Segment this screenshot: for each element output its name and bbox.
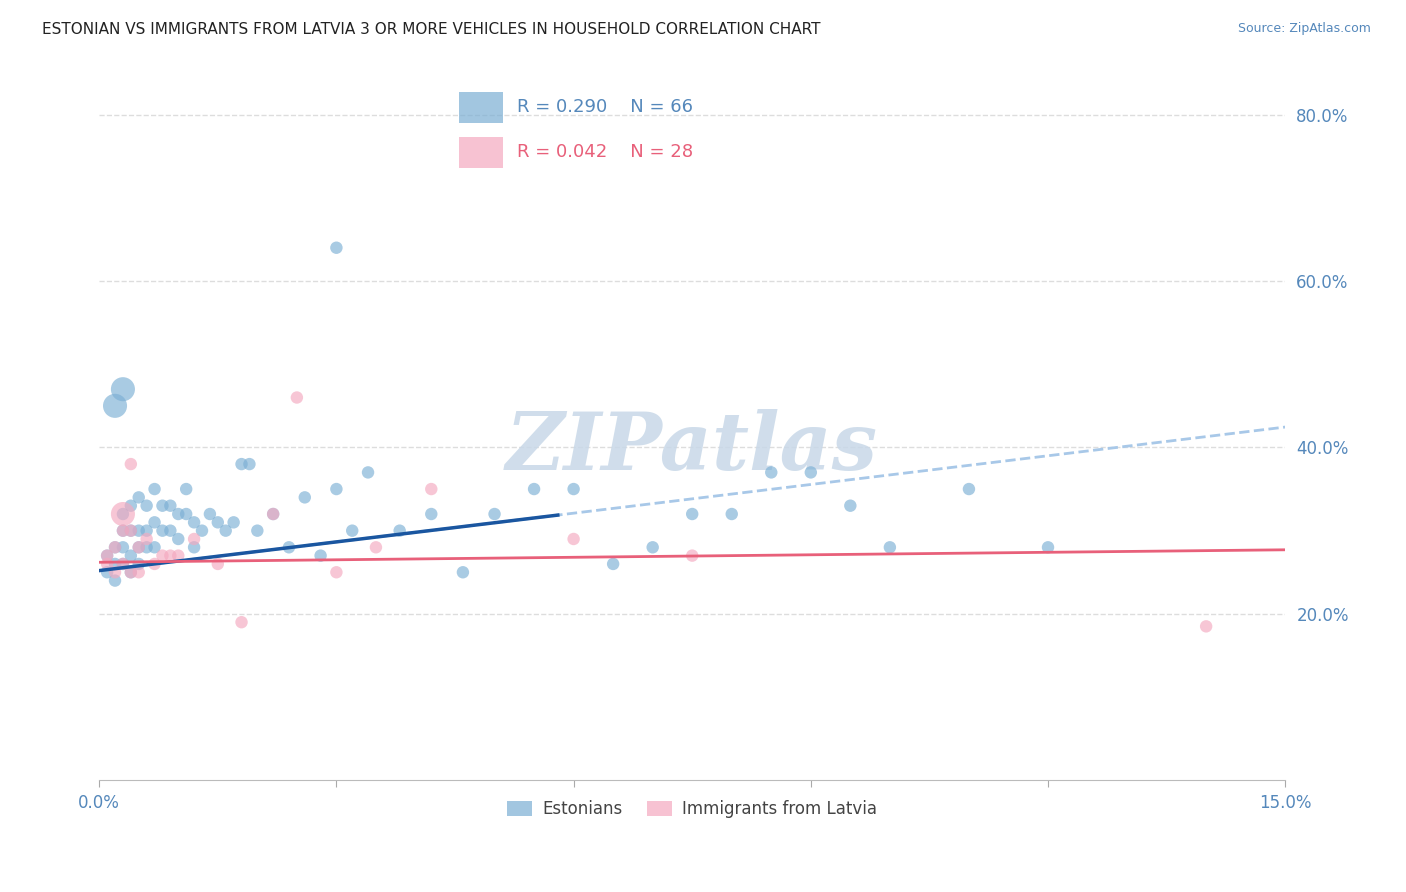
Point [104,557,127,571]
Point [159,524,181,538]
Point [111,507,134,521]
Point [325,566,347,580]
Text: ZIPatlas: ZIPatlas [506,409,879,487]
Point [120,457,142,471]
Point [96,557,118,571]
Point [174,507,197,521]
Point [96,549,118,563]
Point [325,482,347,496]
Point [278,541,301,555]
Point [152,499,174,513]
Point [104,399,127,413]
Point [800,466,823,480]
Point [128,557,150,571]
Point [152,549,174,563]
Point [231,615,253,630]
Point [1036,541,1059,555]
Point [183,541,205,555]
Point [562,482,585,496]
Point [111,382,134,396]
Point [364,541,387,555]
Point [191,524,214,538]
Point [135,532,157,546]
Point [641,541,664,555]
Point [342,524,364,538]
Point [152,524,174,538]
Point [167,549,190,563]
Point [231,457,253,471]
Point [309,549,332,563]
Point [388,524,411,538]
Point [96,549,118,563]
Point [262,507,284,521]
Point [1195,619,1218,633]
Point [104,566,127,580]
Point [135,524,157,538]
Point [120,499,142,513]
Point [183,532,205,546]
Point [143,557,166,571]
Point [238,457,260,471]
Point [143,541,166,555]
Point [207,557,229,571]
Point [104,541,127,555]
Point [602,557,624,571]
Point [207,516,229,530]
Point [104,574,127,588]
Point [420,482,443,496]
Point [246,524,269,538]
Point [111,541,134,555]
Legend: Estonians, Immigrants from Latvia: Estonians, Immigrants from Latvia [501,794,884,825]
Point [839,499,862,513]
Point [111,507,134,521]
Point [222,516,245,530]
Point [879,541,901,555]
Point [120,566,142,580]
Text: Source: ZipAtlas.com: Source: ZipAtlas.com [1237,22,1371,36]
Point [720,507,742,521]
Point [285,391,308,405]
Point [451,566,474,580]
Point [128,541,150,555]
Point [198,507,221,521]
Point [167,507,190,521]
Point [167,532,190,546]
Point [294,491,316,505]
Point [143,516,166,530]
Point [174,482,197,496]
Point [957,482,980,496]
Point [562,532,585,546]
Point [120,549,142,563]
Point [262,507,284,521]
Point [120,524,142,538]
Point [159,499,181,513]
Point [215,524,238,538]
Point [120,566,142,580]
Point [357,466,380,480]
Point [128,566,150,580]
Point [183,516,205,530]
Point [420,507,443,521]
Point [128,541,150,555]
Point [484,507,506,521]
Point [104,541,127,555]
Point [111,557,134,571]
Point [761,466,783,480]
Point [96,566,118,580]
Point [681,549,703,563]
Point [135,541,157,555]
Point [159,549,181,563]
Point [325,241,347,255]
Point [120,524,142,538]
Point [135,499,157,513]
Point [523,482,546,496]
Point [111,524,134,538]
Point [111,557,134,571]
Point [681,507,703,521]
Point [143,482,166,496]
Point [111,524,134,538]
Point [128,524,150,538]
Point [128,491,150,505]
Text: ESTONIAN VS IMMIGRANTS FROM LATVIA 3 OR MORE VEHICLES IN HOUSEHOLD CORRELATION C: ESTONIAN VS IMMIGRANTS FROM LATVIA 3 OR … [42,22,821,37]
